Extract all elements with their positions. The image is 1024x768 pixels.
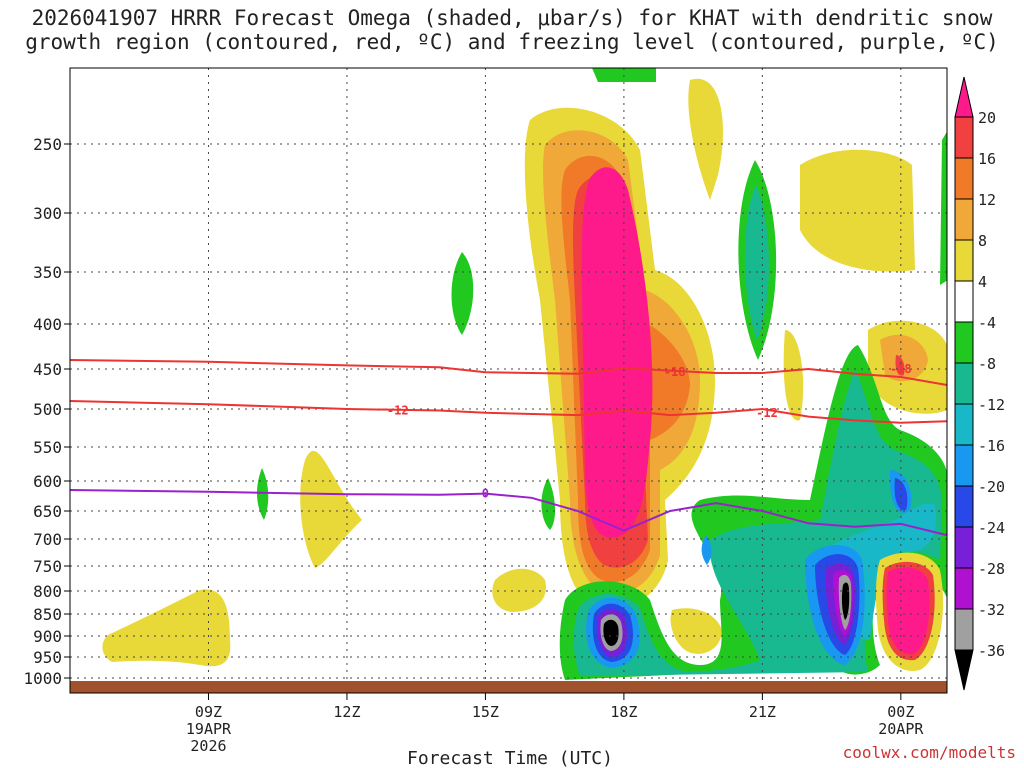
shade-green-blob-3 — [541, 478, 556, 530]
x-tick-date: 19APR — [186, 720, 232, 738]
y-tick-label: 600 — [33, 472, 62, 491]
ground-surface — [70, 681, 947, 693]
omega-shading — [102, 68, 947, 680]
contour-label: -12 — [387, 404, 409, 418]
shade-small-blue-1 — [701, 535, 712, 565]
contour-dgz-minus-18 — [69, 359, 948, 386]
title-line-2: growth region (contoured, red, ºC) and f… — [25, 30, 999, 54]
contour-label: -12 — [756, 406, 778, 420]
colorbar: 20 16 12 8 4 -4 -8 -12 -16 -20 -24 -28 -32 -36 — [954, 76, 1005, 691]
contour-label: -18 — [890, 362, 912, 376]
colorbar-label: -24 — [978, 519, 1005, 537]
x-axis-label: Forecast Time (UTC) — [407, 748, 613, 768]
colorbar-band — [954, 280, 974, 323]
contour-labels: -18 -18 -12 -12 0 — [387, 362, 912, 501]
colorbar-label: 16 — [978, 150, 996, 168]
shade-right-black-2 — [841, 582, 850, 620]
contour-freezing-level-0 — [69, 489, 948, 537]
shade-yellow-blob-2 — [102, 589, 231, 667]
contour-label: -18 — [664, 365, 686, 379]
contour-lines — [69, 359, 948, 537]
y-tick-label: 900 — [33, 627, 62, 646]
y-tick-label: 950 — [33, 648, 62, 667]
watermark: coolwx.com/modelts — [842, 743, 1016, 762]
y-tick-label: 700 — [33, 530, 62, 549]
x-tick-label: 09Z — [195, 703, 222, 721]
colorbar-band — [954, 116, 974, 159]
shade-green-blob-1 — [451, 252, 474, 335]
colorbar-band — [954, 444, 974, 487]
y-tick-label: 550 — [33, 438, 62, 457]
shade-yellow-blob-4 — [670, 608, 722, 654]
colorbar-label: -16 — [978, 437, 1005, 455]
y-tick-label: 400 — [33, 315, 62, 334]
shade-lower-right-magenta — [886, 567, 930, 655]
colorbar-label: -32 — [978, 601, 1005, 619]
x-tick-label: 21Z — [749, 703, 776, 721]
colorbar-label: -4 — [978, 314, 996, 332]
shade-top-right-yellow — [688, 78, 723, 200]
colorbar-band — [954, 362, 974, 405]
shade-green-blob-2 — [256, 468, 269, 520]
shade-yellow-blob-1 — [300, 450, 362, 568]
x-tick-label: 18Z — [610, 703, 637, 721]
colorbar-band — [954, 567, 974, 610]
colorbar-band — [954, 608, 974, 651]
shade-central-magenta — [581, 167, 653, 538]
y-tick-label: 450 — [33, 360, 62, 379]
colorbar-label: -8 — [978, 355, 996, 373]
shade-yellow-blob-5 — [783, 330, 804, 421]
x-tick-label: 12Z — [333, 703, 360, 721]
shade-green-top-right-edge — [940, 131, 947, 285]
colorbar-label: -20 — [978, 478, 1005, 496]
colorbar-label: 8 — [978, 232, 987, 250]
colorbar-label: -12 — [978, 396, 1005, 414]
title-line-1: 2026041907 HRRR Forecast Omega (shaded, … — [31, 6, 993, 30]
y-tick-label: 350 — [33, 263, 62, 282]
shade-upper-right-yellow — [800, 149, 915, 272]
y-tick-label: 650 — [33, 502, 62, 521]
colorbar-label: -36 — [978, 642, 1005, 660]
colorbar-label: 20 — [978, 109, 996, 127]
shade-yellow-blob-3 — [492, 568, 546, 612]
shade-mid-right-orange — [880, 334, 928, 382]
colorbar-band — [954, 157, 974, 200]
colorbar-band — [954, 198, 974, 241]
chart-title: 2026041907 HRRR Forecast Omega (shaded, … — [0, 6, 1024, 54]
colorbar-label: -28 — [978, 560, 1005, 578]
colorbar-top-arrow — [954, 76, 974, 118]
colorbar-band — [954, 526, 974, 569]
shade-pink-small — [895, 355, 905, 376]
colorbar-band — [954, 321, 974, 364]
y-tick-label: 750 — [33, 557, 62, 576]
contour-dgz-minus-12 — [69, 400, 948, 424]
y-tick-label: 300 — [33, 204, 62, 223]
colorbar-label: 4 — [978, 273, 987, 291]
colorbar-bottom-arrow — [954, 649, 974, 691]
y-tick-label: 800 — [33, 582, 62, 601]
colorbar-band — [954, 485, 974, 528]
x-tick-label: 00Z — [887, 703, 914, 721]
x-tick-year: 2026 — [190, 737, 226, 755]
contour-label: 0 — [482, 487, 489, 501]
shade-small-navy-2 — [894, 478, 908, 511]
colorbar-label: 12 — [978, 191, 996, 209]
y-tick-label: 1000 — [23, 669, 62, 688]
y-tick-label: 850 — [33, 605, 62, 624]
y-axis-ticks: 250 300 350 400 450 500 550 600 650 700 750 800 850 9… — [23, 135, 70, 688]
x-tick-label: 15Z — [472, 703, 499, 721]
x-tick-date: 20APR — [878, 720, 924, 738]
shade-lower-black-1 — [603, 619, 619, 646]
y-tick-label: 500 — [33, 400, 62, 419]
colorbar-band — [954, 403, 974, 446]
y-tick-label: 250 — [33, 135, 62, 154]
shade-teal-diamond — [744, 185, 769, 340]
colorbar-band — [954, 239, 974, 282]
plot-frame — [69, 67, 948, 694]
